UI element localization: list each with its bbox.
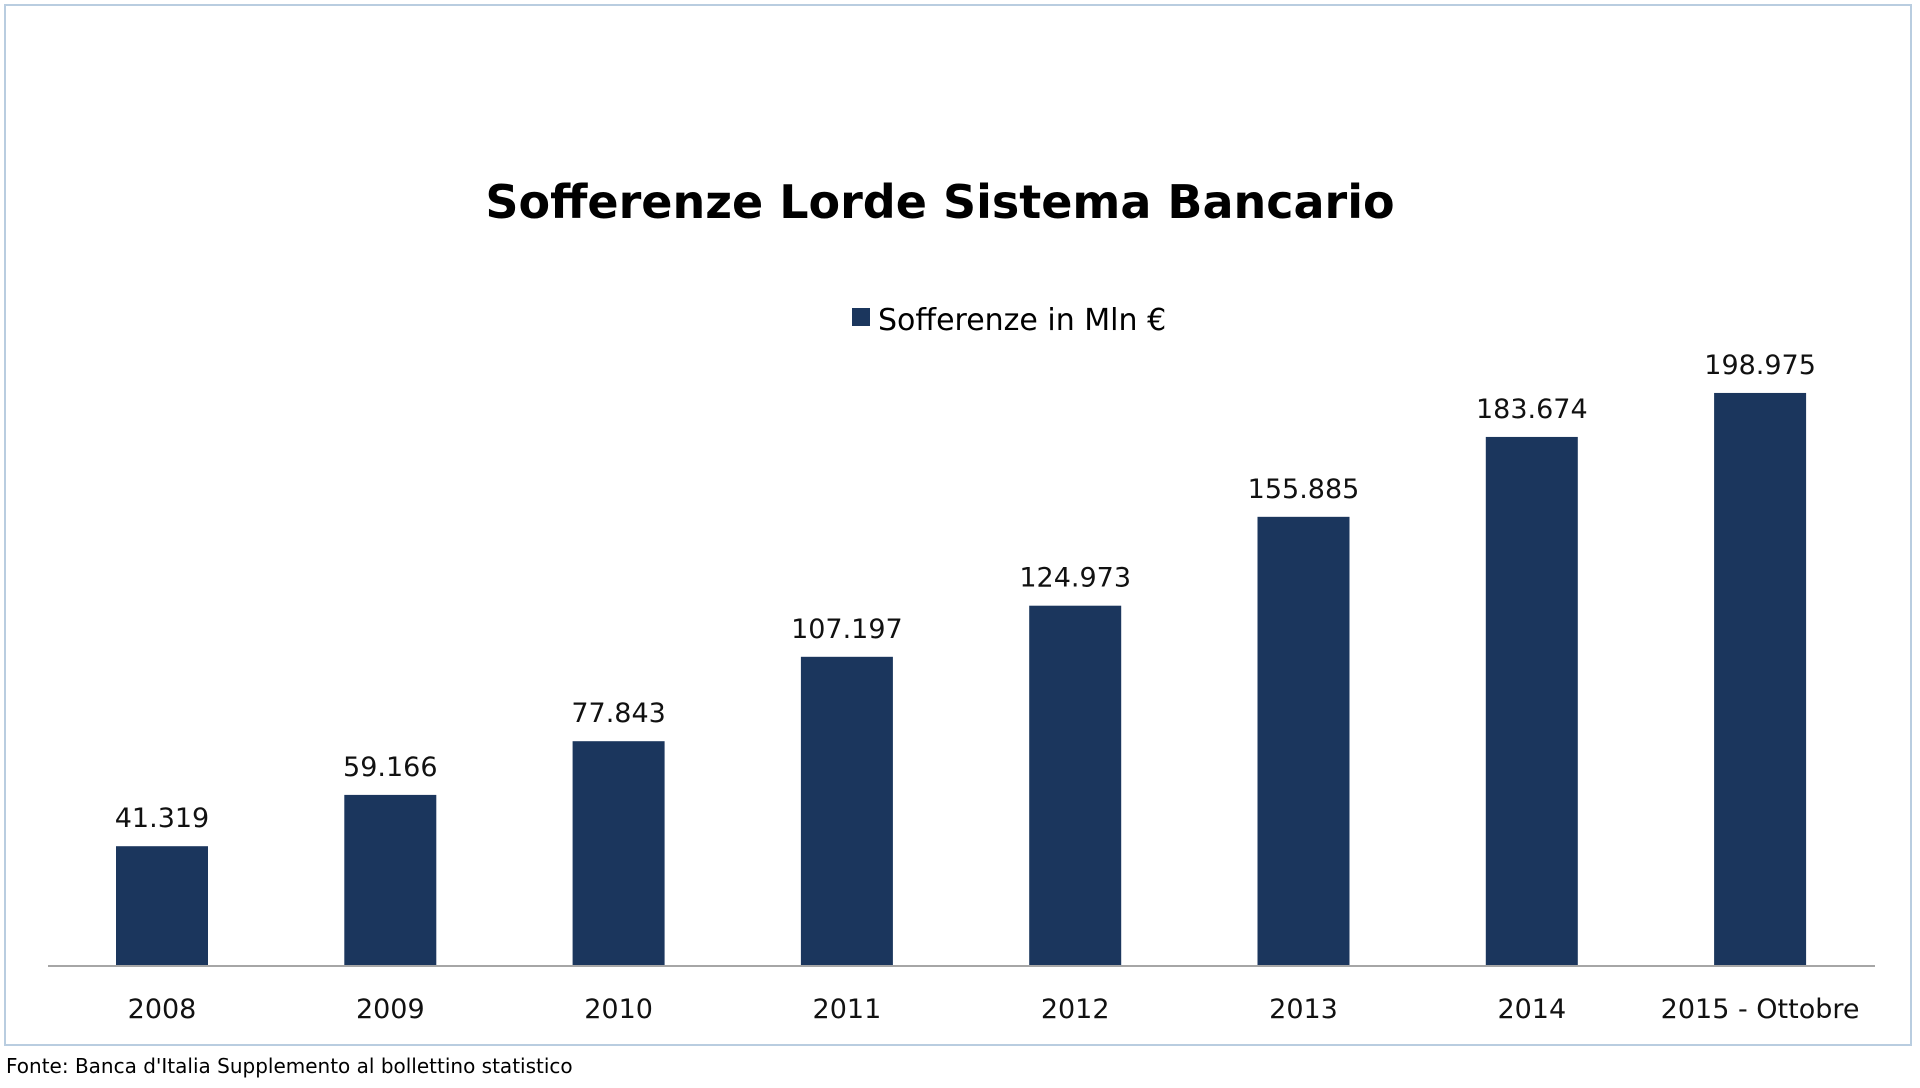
- data-label-5: 124.973: [1019, 563, 1131, 594]
- x-tick-label-7: 2014: [1497, 994, 1566, 1025]
- bar-5: [1029, 605, 1122, 965]
- bar-3: [572, 741, 665, 965]
- x-tick-label-2: 2009: [356, 994, 425, 1025]
- data-label-1: 41.319: [115, 803, 209, 834]
- chart-title: Sofferenze Lorde Sistema Bancario: [485, 175, 1394, 229]
- bar-7: [1485, 436, 1578, 965]
- x-tick-label-8: 2015 - Ottobre: [1661, 994, 1860, 1025]
- legend-label: Sofferenze in Mln €: [878, 303, 1166, 338]
- x-tick-label-1: 2008: [128, 994, 197, 1025]
- x-tick-label-5: 2012: [1041, 994, 1110, 1025]
- data-label-4: 107.197: [791, 614, 903, 645]
- bar-1: [116, 846, 208, 965]
- bar-8: [1714, 392, 1807, 965]
- source-note: Fonte: Banca d'Italia Supplemento al bol…: [6, 1054, 573, 1078]
- bar-2: [344, 794, 437, 965]
- data-label-3: 77.843: [571, 698, 665, 729]
- data-label-6: 155.885: [1248, 474, 1360, 505]
- legend: Sofferenze in Mln €: [852, 303, 1166, 338]
- chart-frame: [4, 4, 1912, 1046]
- x-tick-label-6: 2013: [1269, 994, 1338, 1025]
- data-label-2: 59.166: [343, 752, 437, 783]
- data-labels-group: 41.319 59.166 77.843 107.197 124.973 155.885 1…: [115, 350, 1816, 834]
- bar-4: [800, 656, 893, 965]
- legend-swatch: [852, 308, 870, 326]
- data-label-8: 198.975: [1704, 350, 1816, 381]
- bars-group: [116, 392, 1807, 965]
- data-label-7: 183.674: [1476, 394, 1588, 425]
- bar-6: [1257, 516, 1350, 965]
- x-tick-label-4: 2011: [813, 994, 882, 1025]
- x-tick-label-3: 2010: [584, 994, 653, 1025]
- x-tick-labels-group: 2008 2009 2010 2011 2012 2013 2014 2015 - Ottob…: [128, 994, 1860, 1025]
